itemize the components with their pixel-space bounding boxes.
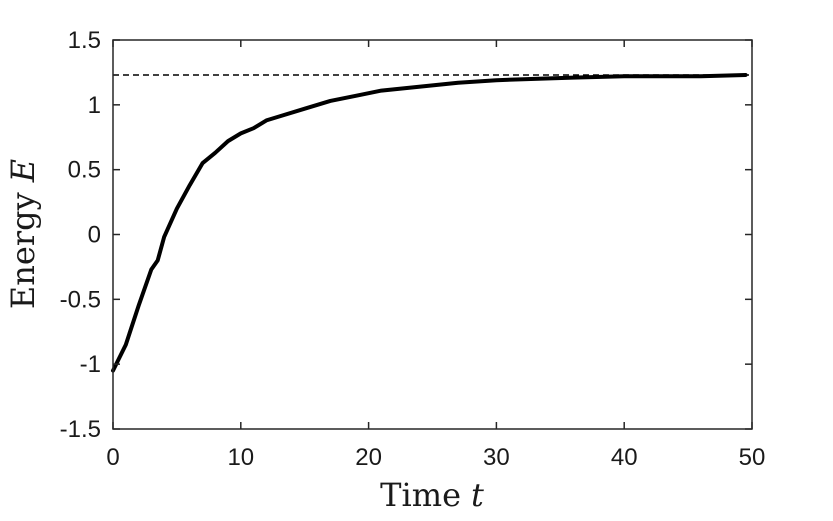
plot-background xyxy=(113,40,752,429)
series-layer xyxy=(111,73,752,373)
tick-layer: 0 10 20 30 40 50 -1.5 -1 -0.5 0 0.5 1 1.5 xyxy=(60,27,766,471)
x-axis-label-variable: t xyxy=(471,476,484,514)
x-tick-label: 40 xyxy=(611,444,638,471)
x-axis-label-text: Time xyxy=(380,476,461,514)
y-tick-label: -0.5 xyxy=(60,286,101,313)
y-tick-label: 1 xyxy=(88,92,101,119)
x-tick-label: 0 xyxy=(106,444,119,471)
y-tick-label: 0.5 xyxy=(68,157,101,184)
energy-series-line xyxy=(111,73,748,373)
y-tick-label: 0 xyxy=(88,222,101,249)
y-tick-label: -1 xyxy=(80,351,101,378)
y-tick-label: -1.5 xyxy=(60,416,101,443)
y-axis-label-variable: E xyxy=(4,159,42,183)
x-tick-label: 30 xyxy=(483,444,510,471)
y-tick-label: 1.5 xyxy=(68,27,101,54)
x-tick-label: 10 xyxy=(227,444,254,471)
y-axis-label-text: Energy xyxy=(4,192,42,309)
x-axis-label: Time t xyxy=(380,476,484,514)
x-tick-label: 50 xyxy=(739,444,766,471)
y-axis-label: Energy E xyxy=(4,159,42,309)
x-tick-label: 20 xyxy=(355,444,382,471)
